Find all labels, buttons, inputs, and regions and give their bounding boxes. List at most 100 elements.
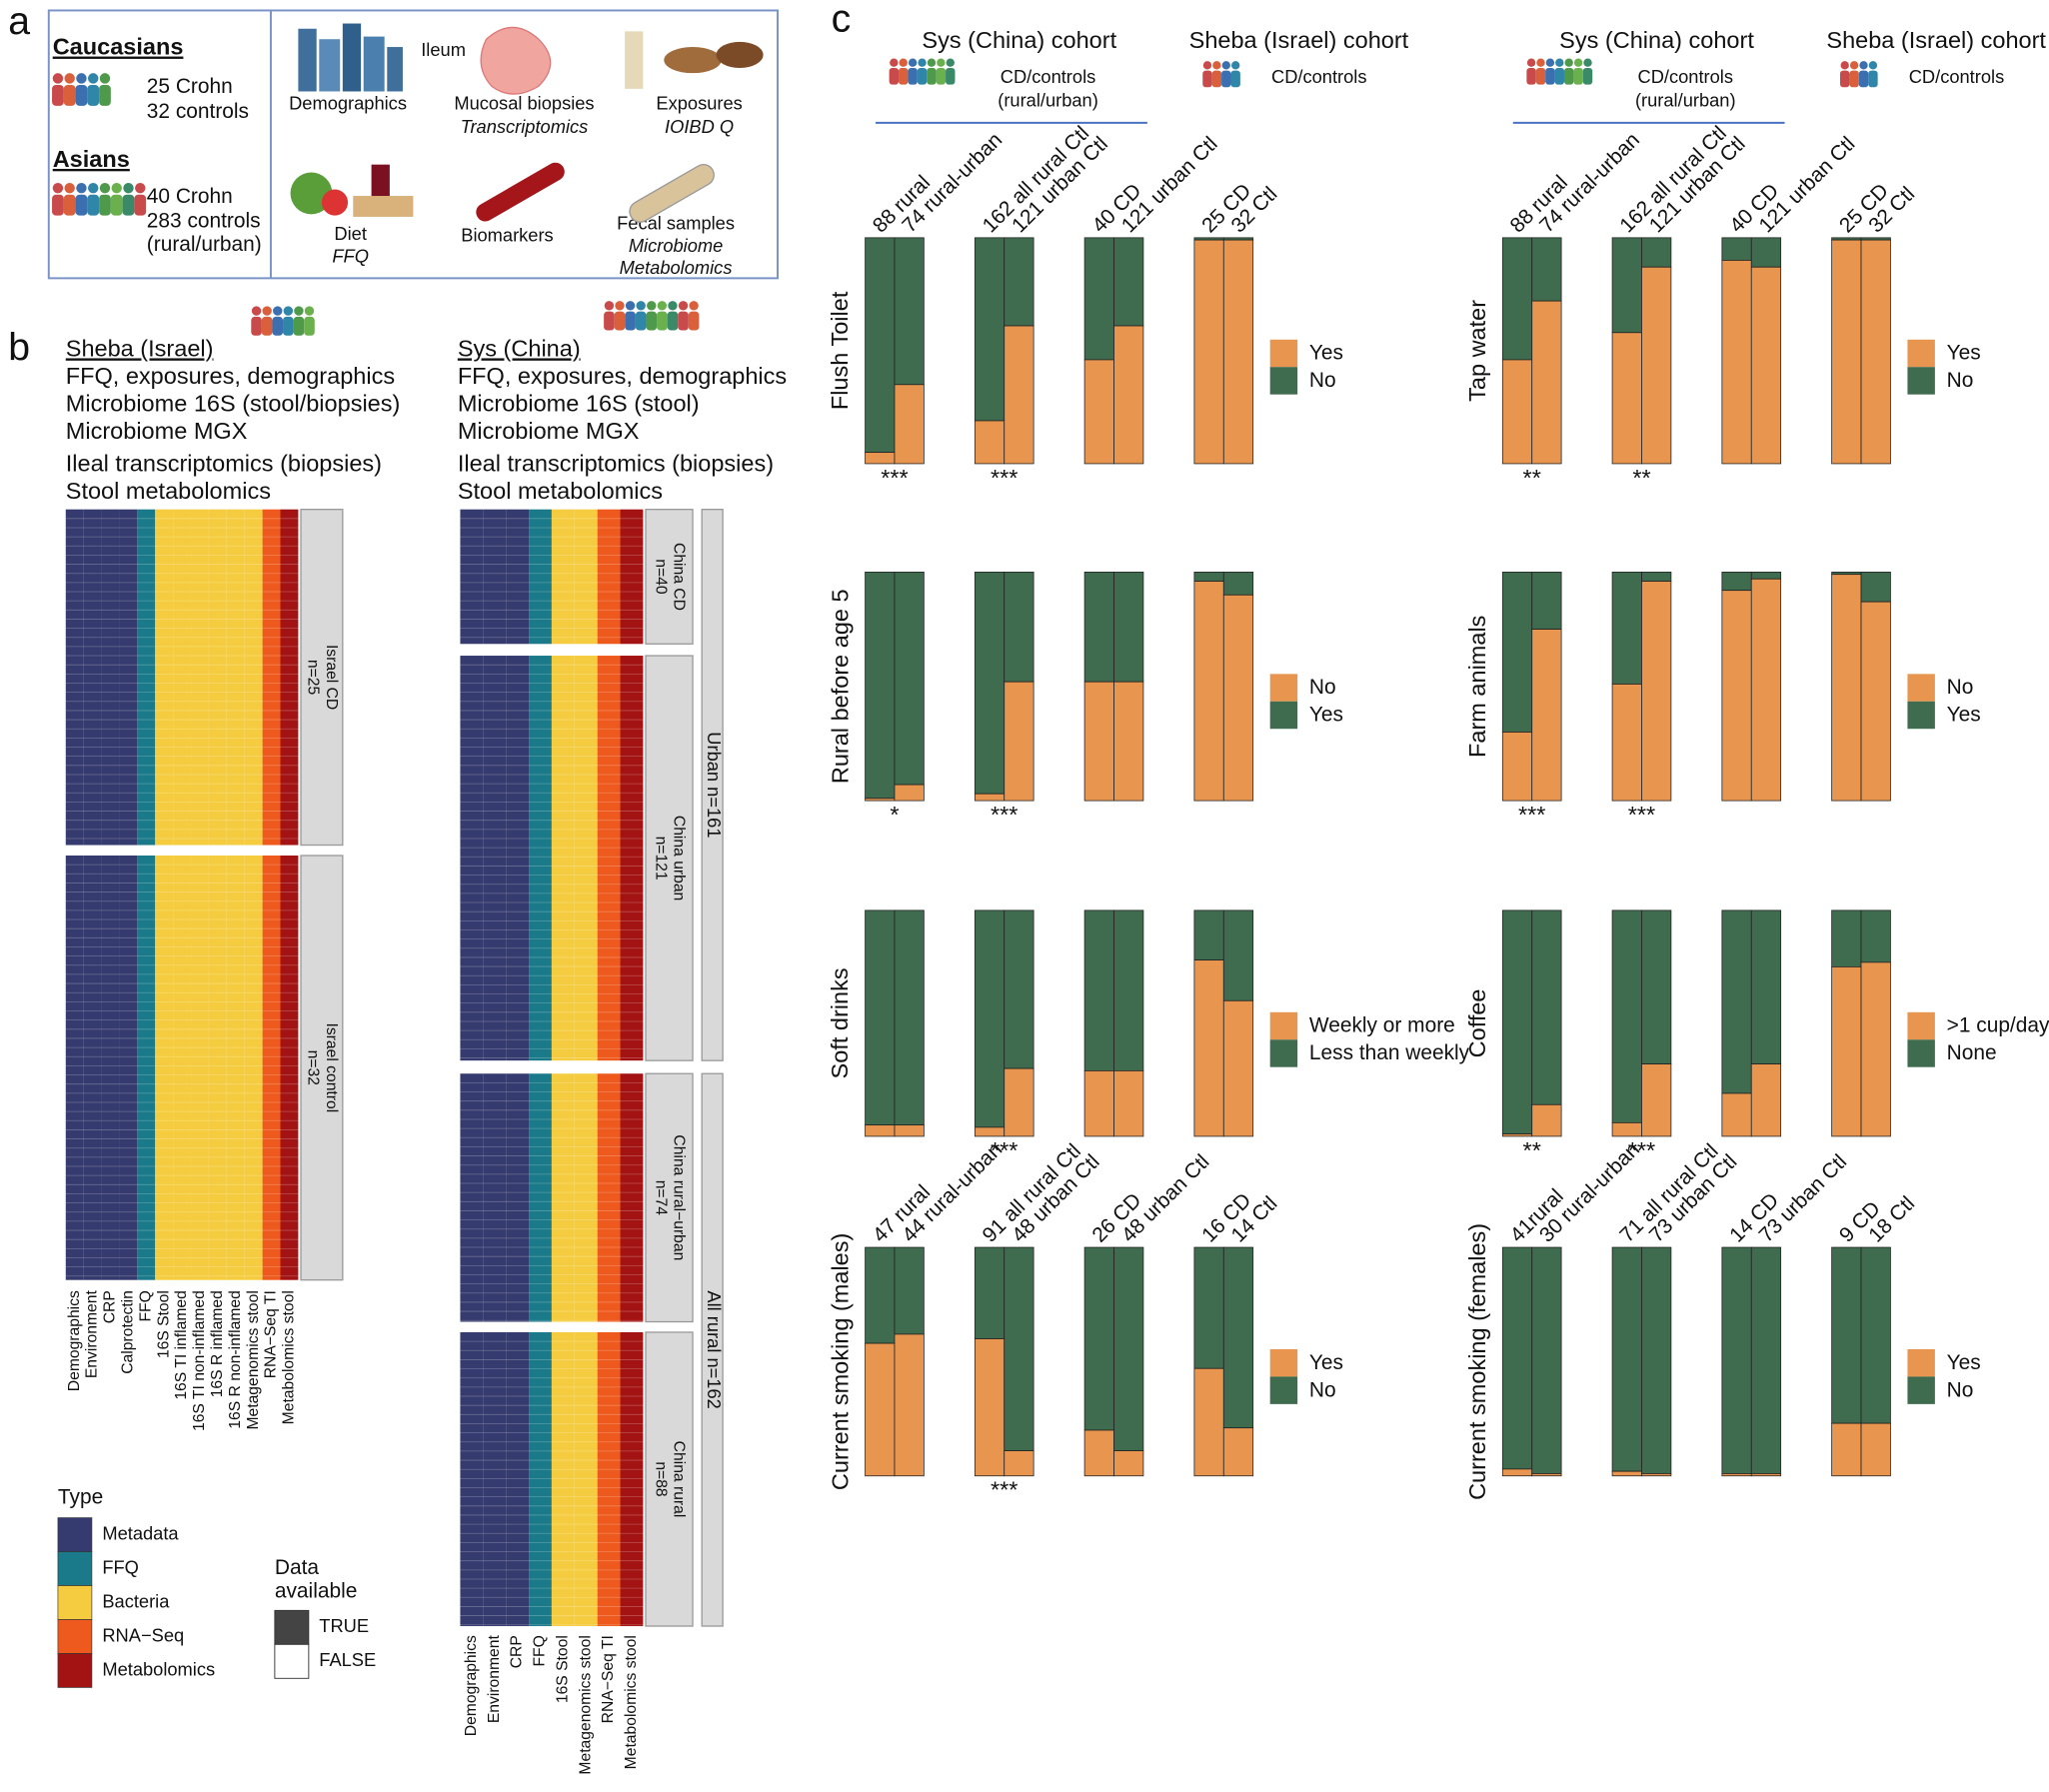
column-label: Metagenomics stool (245, 1290, 262, 1429)
heatmap-column (155, 855, 174, 1280)
bar-green (1083, 237, 1114, 361)
bar-orange (1083, 359, 1114, 465)
column-label: 16S Stool (554, 1635, 571, 1703)
facet-label: n=121 (652, 837, 669, 881)
facet-strip (645, 1072, 694, 1323)
bar-green (1083, 909, 1114, 1071)
bar-green (1750, 237, 1782, 268)
facet-label: n=88 (652, 1461, 669, 1497)
heatmap-column (483, 1331, 507, 1627)
legend-label: Weekly or more (1309, 1014, 1455, 1037)
facet-label: n=32 (305, 1050, 322, 1085)
y-label: Rural before age 5 (827, 589, 853, 784)
facet-label: China rural (671, 1441, 688, 1518)
person-icon (918, 58, 927, 67)
person-icon (99, 194, 111, 216)
bar-green (1222, 1246, 1254, 1429)
legend-label: Metadata (102, 1522, 179, 1543)
illustrations (290, 23, 764, 223)
bar-orange (974, 1126, 1006, 1137)
bar-orange (1831, 1422, 1862, 1477)
bar-green (1860, 909, 1891, 963)
bar-green (1721, 237, 1752, 261)
bar-orange (1222, 1427, 1254, 1477)
person-icon (273, 306, 283, 316)
group-title: Asians (53, 146, 130, 172)
y-label: Current smoking (males) (827, 1233, 853, 1490)
heatmap-column (506, 1331, 530, 1627)
bar-orange (894, 1124, 925, 1137)
bar-orange (1531, 1103, 1562, 1137)
legend-swatch (1907, 339, 1935, 368)
person-icon (1202, 70, 1212, 88)
person-icon (294, 306, 304, 316)
column-label: FFQ (137, 1290, 154, 1321)
legend-label: FALSE (319, 1649, 376, 1670)
column-label: RNA−Seq TI (263, 1290, 280, 1378)
person-icon (1230, 70, 1240, 88)
bar-orange (1860, 1422, 1891, 1477)
bar-orange (1641, 1063, 1672, 1137)
person-icon (1868, 70, 1878, 88)
person-icon (604, 311, 615, 331)
heatmap-column (119, 855, 138, 1280)
person-icon (647, 301, 657, 311)
legend-swatch (1907, 701, 1935, 730)
bar-green (1193, 572, 1224, 582)
legend-label: RNA−Seq (102, 1624, 184, 1645)
bar-green (1113, 909, 1144, 1071)
legend-swatch (1907, 1376, 1935, 1404)
person-icon (1563, 67, 1574, 85)
significance: ** (1632, 465, 1650, 491)
heatmap-column (65, 509, 84, 846)
person-icon (1582, 67, 1593, 85)
legend-label: FFQ (102, 1556, 139, 1577)
bar-green (1860, 572, 1891, 603)
person-icon (1536, 58, 1545, 67)
bar-green (1721, 909, 1752, 1094)
bar-orange (1004, 1067, 1034, 1137)
person-icon (304, 306, 315, 316)
heatmap-column (551, 1073, 575, 1322)
heatmap-column (529, 1073, 552, 1322)
heatmap-column (620, 656, 644, 1061)
person-icon (261, 316, 273, 336)
bar-green (1531, 1246, 1562, 1474)
count: 25 Crohn (147, 75, 233, 98)
count: 40 Crohn (147, 185, 233, 208)
panel-label: c (832, 0, 852, 40)
bar-orange (894, 784, 925, 802)
description: Microbiome MGX (458, 418, 640, 444)
person-icon (1202, 61, 1212, 70)
bar-orange (1531, 629, 1562, 802)
facet-strip (645, 655, 694, 1061)
person-icon (283, 306, 294, 316)
legend-swatch (1269, 1011, 1298, 1040)
person-icon (110, 194, 123, 216)
caption: Biomarkers (461, 224, 553, 245)
column-label: Metagenomics stool (577, 1635, 594, 1774)
person-icon (293, 316, 305, 336)
heatmap-column (137, 855, 156, 1280)
heatmap-column (506, 1073, 530, 1322)
heatmap-column (597, 509, 621, 645)
facet-strip (701, 1072, 724, 1627)
heatmap-column (597, 1331, 621, 1627)
cohort-title: Sheba (Israel) (66, 335, 214, 361)
bar-green (1083, 572, 1114, 683)
person-icon (1840, 61, 1849, 70)
person-icon (63, 194, 76, 216)
bar-green (1750, 1246, 1782, 1474)
person-icon (87, 194, 100, 216)
bar-green (1611, 237, 1642, 334)
legend-label: TRUE (319, 1615, 369, 1636)
significance: *** (881, 465, 908, 491)
legend-swatch (57, 1653, 93, 1688)
person-icon (667, 311, 679, 331)
bar-orange (1831, 239, 1862, 465)
panel-b: b Sheba (Israel) Sys (China) (8, 327, 580, 370)
bar-orange (1113, 681, 1144, 802)
person-icon (1573, 58, 1583, 67)
bar-orange (974, 793, 1006, 802)
facet-strip (645, 1331, 694, 1627)
